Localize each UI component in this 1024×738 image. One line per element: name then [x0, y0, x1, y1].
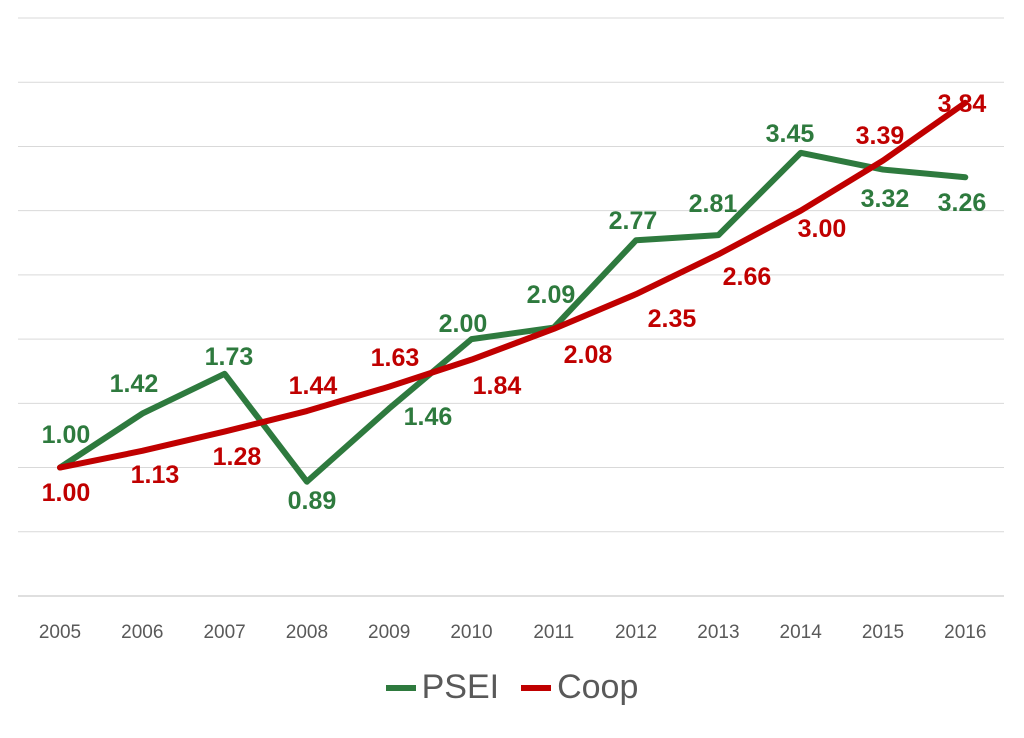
- series-line-psei: [57, 149, 969, 485]
- data-label-psei: 3.45: [766, 120, 815, 148]
- data-label-coop: 1.28: [213, 443, 262, 471]
- data-label-coop: 1.00: [42, 479, 91, 507]
- x-tick-label: 2008: [286, 622, 328, 643]
- legend-swatch-psei: [385, 684, 416, 691]
- data-label-psei: 3.32: [861, 185, 910, 213]
- data-label-psei: 2.00: [439, 310, 488, 338]
- data-label-psei: 0.89: [288, 487, 337, 515]
- x-tick-label: 2014: [780, 622, 823, 643]
- legend: PSEI Coop: [0, 668, 1024, 707]
- data-label-psei: 2.09: [527, 281, 576, 309]
- x-tick-label: 2015: [862, 622, 904, 643]
- data-label-coop: 3.84: [938, 90, 987, 118]
- legend-item-psei: PSEI: [385, 668, 500, 707]
- legend-item-coop: Coop: [521, 668, 638, 707]
- data-label-psei: 1.42: [110, 370, 159, 398]
- series-line-coop: [57, 99, 969, 471]
- x-tick-label: 2010: [450, 622, 492, 643]
- data-label-coop: 2.35: [648, 305, 697, 333]
- data-label-psei: 2.81: [689, 190, 738, 218]
- data-label-coop: 3.00: [798, 215, 847, 243]
- legend-label-psei: PSEI: [421, 668, 500, 706]
- x-tick-label: 2007: [203, 622, 245, 643]
- data-label-coop: 1.44: [289, 372, 338, 400]
- x-tick-label: 2005: [39, 622, 81, 643]
- data-label-coop: 1.84: [473, 372, 522, 400]
- data-label-coop: 3.39: [856, 122, 905, 150]
- data-label-psei: 1.46: [404, 403, 453, 431]
- legend-label-coop: Coop: [557, 668, 639, 706]
- data-label-coop: 1.63: [371, 344, 420, 372]
- x-tick-label: 2006: [121, 622, 163, 643]
- x-tick-label: 2011: [533, 622, 574, 643]
- data-label-psei: 1.73: [205, 343, 254, 371]
- x-tick-label: 2013: [697, 622, 739, 643]
- data-label-psei: 3.26: [938, 189, 987, 217]
- x-tick-label: 2012: [615, 622, 657, 643]
- data-label-coop: 1.13: [131, 461, 180, 489]
- legend-swatch-coop: [521, 684, 552, 691]
- data-label-coop: 2.08: [564, 341, 613, 369]
- x-tick-label: 2009: [368, 622, 410, 643]
- data-label-coop: 2.66: [723, 263, 772, 291]
- data-label-psei: 2.77: [609, 207, 658, 235]
- data-label-psei: 1.00: [42, 421, 91, 449]
- x-tick-label: 2016: [944, 622, 986, 643]
